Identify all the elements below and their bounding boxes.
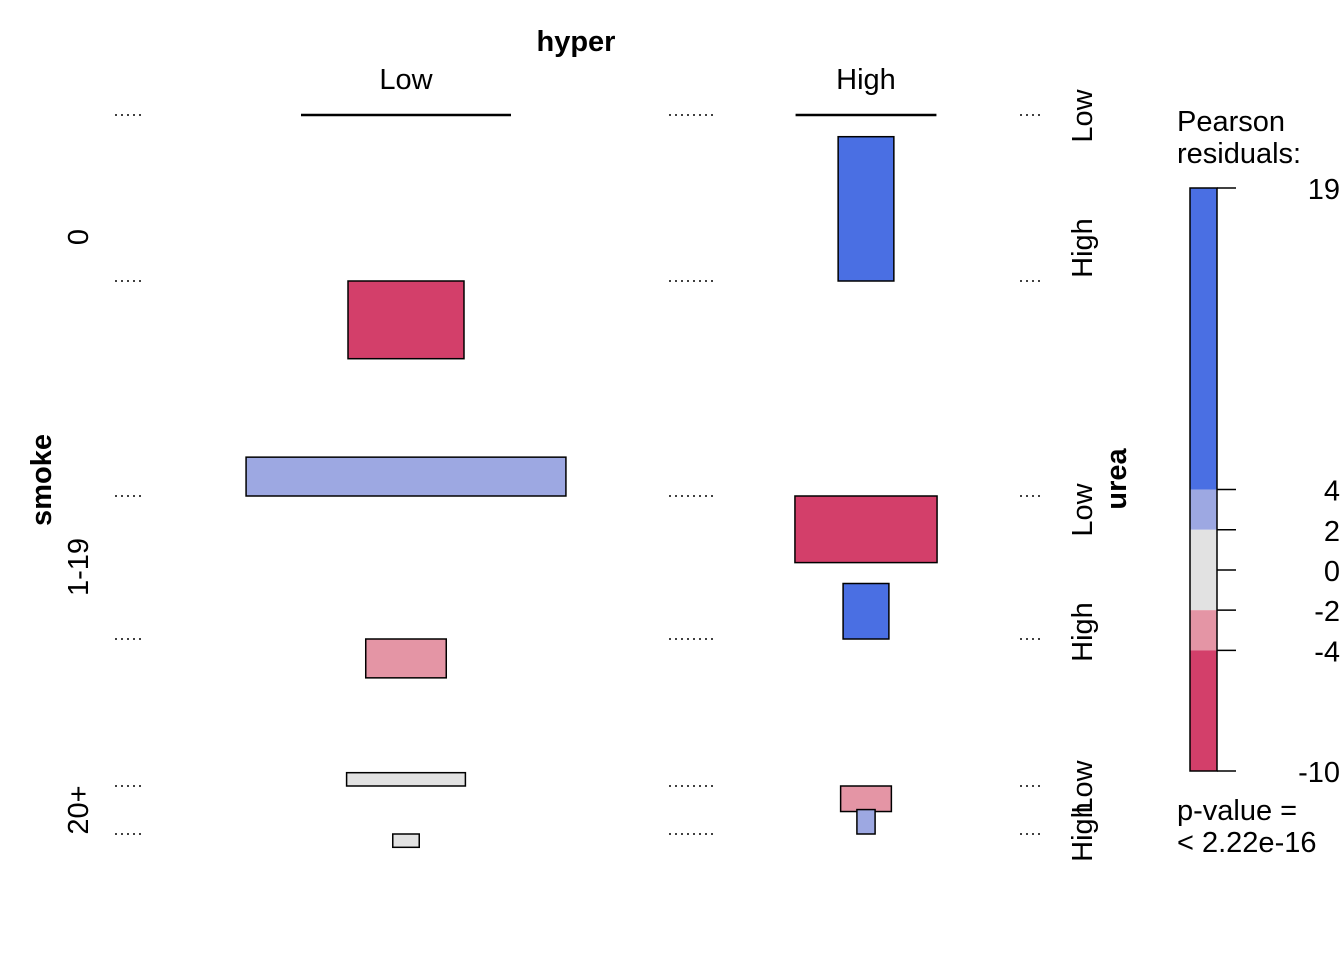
legend-band: [1190, 188, 1217, 490]
residual-bar-low-1-19-high: [364, 638, 448, 679]
residual-bar-low-1-19-low: [245, 456, 567, 497]
urea-label-2-high: High: [1067, 802, 1099, 862]
legend-title-line2: residuals:: [1177, 138, 1301, 170]
legend-tick-label: -10: [1298, 757, 1340, 789]
legend-tick-label: 2: [1324, 516, 1340, 548]
pvalue-value: < 2.22e-16: [1177, 827, 1316, 859]
legend-title-line1: Pearson: [1177, 106, 1285, 138]
residual-bar-low-0-high: [347, 280, 465, 360]
smoke-axis-title: smoke: [26, 434, 58, 526]
residual-bar-high-20+-high: [856, 808, 876, 835]
residual-bar-high-1-19-high: [842, 582, 890, 640]
urea-axis-title: urea: [1101, 448, 1133, 510]
legend-tick-label: 0: [1324, 556, 1340, 588]
hyper-level-high: High: [836, 64, 896, 96]
urea-label-0-low: Low: [1067, 88, 1099, 142]
residual-bars: [245, 113, 938, 849]
legend-colorbar: 19 4 2 0 -2 -4 -10: [1189, 174, 1340, 789]
hyper-level-low: Low: [379, 64, 433, 96]
hyper-axis-title: hyper: [537, 26, 616, 58]
legend-band: [1190, 529, 1217, 611]
legend-frame: [1189, 187, 1218, 772]
legend-tick-label: -2: [1314, 596, 1340, 628]
residual-bar-high-0-high: [837, 135, 895, 282]
smoke-level-20plus: 20+: [63, 785, 95, 834]
legend-tick-label: 4: [1324, 476, 1340, 508]
legend-tick-label: 19: [1308, 174, 1340, 206]
residual-bar-low-20+-low: [345, 771, 467, 787]
legend-band: [1190, 650, 1217, 771]
urea-label-0-high: High: [1067, 218, 1099, 278]
urea-label-2-low: Low: [1067, 759, 1099, 813]
residual-bar-high-1-19-low: [794, 495, 938, 564]
legend-band: [1190, 489, 1217, 530]
urea-label-1-low: Low: [1067, 482, 1099, 536]
urea-label-1-high: High: [1067, 602, 1099, 662]
residual-bar-high-20+-low: [839, 785, 893, 813]
smoke-level-0: 0: [63, 229, 95, 245]
baselines: [115, 114, 1040, 835]
legend-tick-label: -4: [1314, 636, 1340, 668]
residual-bar-low-20+-high: [392, 833, 420, 849]
pvalue-label: p-value =: [1177, 795, 1297, 827]
legend-band: [1190, 610, 1217, 651]
smoke-level-1-19: 1-19: [63, 538, 95, 596]
